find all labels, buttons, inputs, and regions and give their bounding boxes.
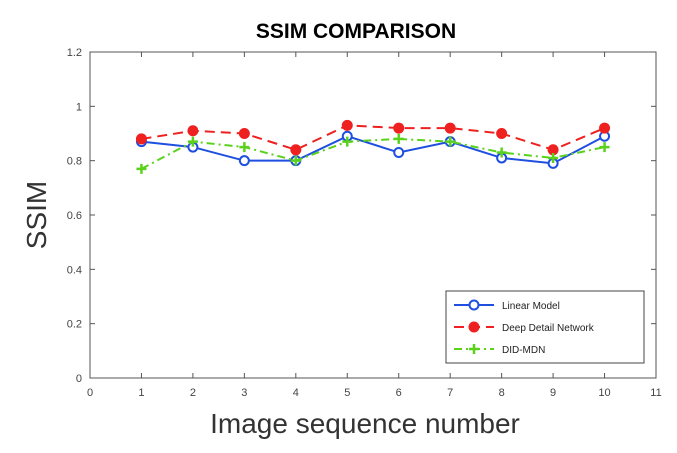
legend-entry: DID-MDN: [502, 345, 545, 356]
y-tick-label: 0.4: [67, 264, 82, 276]
data-point: [444, 122, 456, 134]
data-point: [496, 128, 508, 139]
x-axis-label: Image sequence number: [210, 408, 520, 439]
data-point: [393, 122, 405, 134]
x-tick-label: 2: [190, 387, 196, 399]
data-point: [445, 136, 456, 147]
legend-entry: Deep Detail Network: [502, 323, 595, 334]
legend-marker: [469, 344, 479, 354]
data-point: [187, 125, 199, 137]
x-tick-label: 3: [241, 387, 247, 399]
chart-title: SSIM COMPARISON: [256, 20, 456, 43]
data-point: [290, 155, 301, 166]
y-tick-label: 1.2: [67, 47, 82, 59]
data-point: [238, 128, 250, 139]
series-group: [135, 119, 611, 156]
x-tick-label: 1: [138, 387, 144, 399]
data-point: [342, 136, 353, 147]
y-tick-label: 1: [76, 101, 82, 113]
x-tick-label: 5: [344, 387, 350, 399]
data-point: [239, 142, 250, 153]
data-point: [599, 142, 610, 153]
data-point: [599, 122, 611, 134]
data-point: [238, 155, 250, 167]
data-point: [548, 152, 559, 163]
data-point: [290, 144, 302, 156]
data-point: [136, 163, 147, 174]
series-line: [141, 124, 605, 151]
y-tick-label: 0.8: [67, 156, 82, 168]
series-layer: [135, 119, 611, 174]
x-tick-label: 7: [447, 387, 453, 399]
data-point: [341, 119, 353, 131]
y-tick-label: 0.6: [67, 210, 82, 222]
data-point: [393, 147, 405, 159]
data-point: [496, 147, 507, 158]
x-tick-label: 9: [550, 387, 556, 399]
series-line: [140, 137, 605, 170]
data-point: [393, 133, 404, 144]
data-point: [187, 136, 198, 147]
series-line: [141, 135, 606, 165]
legend: Linear Model Deep Detail Network DID-MDN: [445, 290, 645, 364]
legend-entry: Linear Model: [502, 301, 560, 312]
y-tick-label: 0: [76, 373, 82, 385]
legend-marker: [468, 321, 480, 333]
x-tick-label: 8: [499, 387, 505, 399]
x-tick-label: 4: [293, 387, 299, 399]
y-tick-label: 0.2: [67, 319, 82, 331]
data-point: [135, 133, 147, 145]
legend-marker: [468, 299, 480, 311]
y-axis-label: SSIM: [21, 181, 52, 249]
series-group: [136, 133, 610, 174]
x-tick-label: 10: [598, 387, 610, 399]
x-tick-label: 0: [87, 387, 93, 399]
x-tick-label: 6: [396, 387, 402, 399]
axis-ticks: 0 1 2 3 4 5 6 7 8 9 10 11 0 0.2 0.4 0.6 0.8 1 1.2: [67, 47, 662, 399]
x-tick-label: 11: [650, 387, 661, 399]
